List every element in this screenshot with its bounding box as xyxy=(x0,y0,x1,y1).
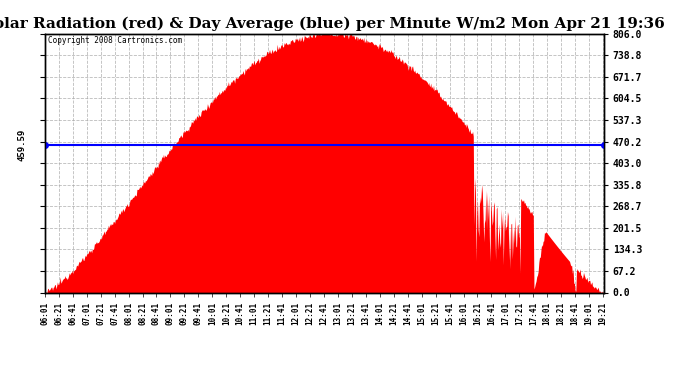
Text: Copyright 2008 Cartronics.com: Copyright 2008 Cartronics.com xyxy=(48,36,181,45)
Text: Solar Radiation (red) & Day Average (blue) per Minute W/m2 Mon Apr 21 19:36: Solar Radiation (red) & Day Average (blu… xyxy=(0,17,665,31)
Text: 459.59: 459.59 xyxy=(18,129,27,161)
